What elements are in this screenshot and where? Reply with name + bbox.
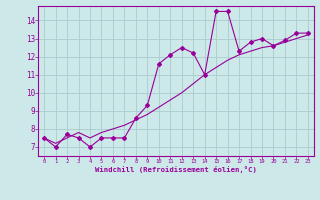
X-axis label: Windchill (Refroidissement éolien,°C): Windchill (Refroidissement éolien,°C) — [95, 166, 257, 173]
